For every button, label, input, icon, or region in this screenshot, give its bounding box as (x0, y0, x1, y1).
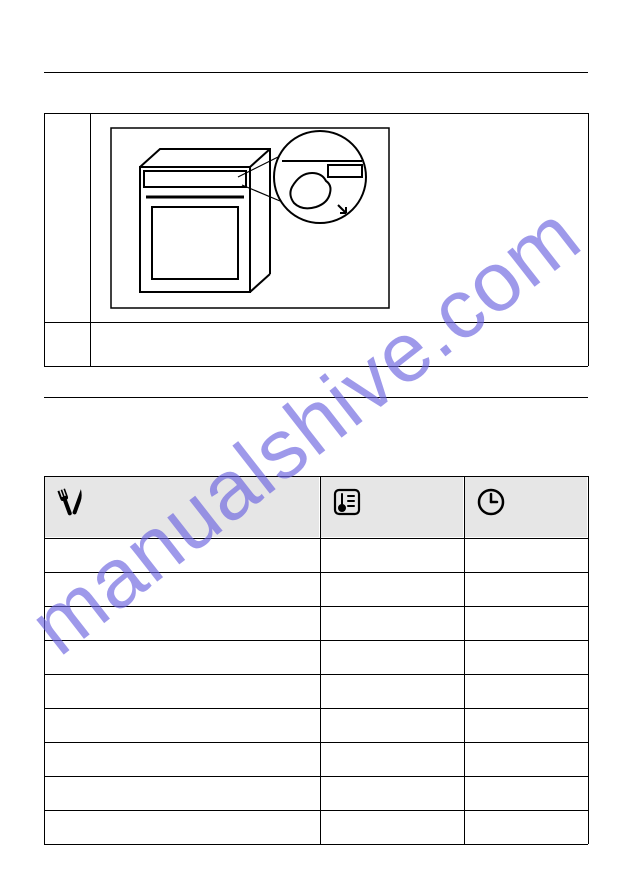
section-divider (44, 397, 588, 398)
fork-knife-icon (56, 487, 88, 519)
thermometer-card-icon (332, 487, 362, 517)
clock-icon (476, 487, 506, 517)
top-rule (44, 72, 588, 73)
oven-diagram (110, 127, 390, 309)
